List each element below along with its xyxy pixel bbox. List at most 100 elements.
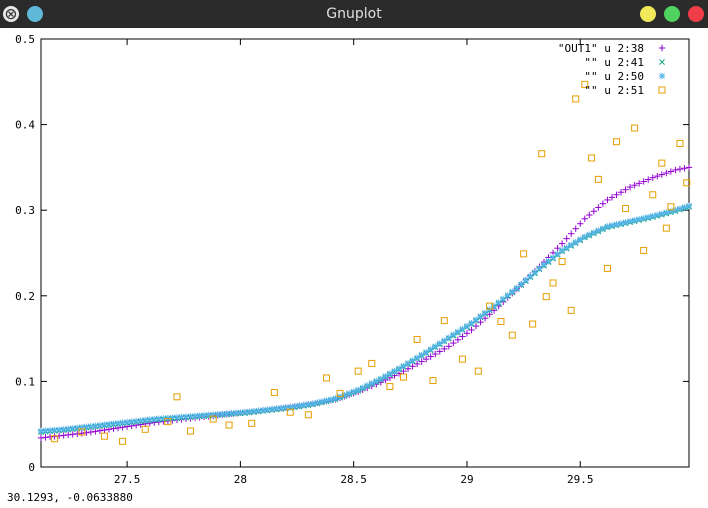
data-point — [486, 302, 494, 310]
data-point — [572, 95, 580, 103]
title-bar: ⨂ Gnuplot — [0, 0, 708, 28]
data-point — [458, 355, 466, 363]
legend-label: "OUT1" u 2:38 — [558, 42, 644, 55]
data-point — [60, 432, 67, 439]
data-point — [567, 230, 575, 237]
data-point — [626, 183, 634, 191]
data-point — [429, 377, 437, 385]
data-point — [654, 211, 661, 219]
data-point — [631, 217, 638, 224]
y-tick-label: 0.4 — [15, 119, 35, 132]
data-point — [92, 428, 99, 435]
data-point — [683, 179, 691, 187]
data-point — [368, 359, 376, 367]
maximize-button[interactable] — [664, 6, 680, 22]
data-point — [264, 406, 271, 413]
data-point — [232, 409, 240, 417]
data-point — [74, 430, 81, 437]
data-point — [613, 191, 620, 198]
data-point — [608, 194, 616, 201]
data-point — [608, 222, 616, 229]
data-point — [445, 343, 453, 350]
data-point — [495, 299, 502, 306]
data-point — [658, 210, 666, 217]
data-point — [459, 325, 466, 333]
data-point — [577, 220, 584, 227]
data-point — [286, 408, 294, 416]
x-axis: 27.5 28 28.5 29 29.5 — [114, 39, 593, 486]
series-layer — [37, 80, 693, 445]
data-point — [450, 339, 457, 347]
data-point — [662, 224, 670, 232]
data-point — [658, 171, 666, 178]
y-tick-label: 0.3 — [15, 204, 35, 217]
data-point — [237, 409, 244, 416]
data-point — [558, 240, 566, 247]
y-tick-label: 0.5 — [15, 33, 35, 46]
data-point — [508, 331, 516, 339]
data-point — [209, 415, 217, 423]
data-point — [418, 351, 425, 359]
series-3 — [37, 202, 693, 435]
data-point — [459, 333, 466, 340]
data-point — [187, 427, 195, 435]
data-point — [441, 345, 448, 353]
data-point — [454, 336, 462, 343]
close-button[interactable] — [688, 6, 704, 22]
data-point — [309, 400, 317, 407]
data-point — [432, 350, 439, 358]
plot-canvas[interactable]: 0 0.1 0.2 0.3 0.4 0.5 27.5 28 28.5 29 29.5 "OUT1"… — [0, 28, 708, 488]
data-point — [663, 209, 670, 216]
legend: "OUT1" u 2:38"" u 2:41"" u 2:50"" u 2:51 — [558, 42, 666, 97]
data-point — [563, 244, 570, 251]
data-point — [418, 358, 425, 365]
data-point — [42, 434, 49, 441]
series-1 — [37, 164, 693, 442]
data-point — [635, 180, 643, 187]
legend-marker — [658, 86, 666, 94]
data-point — [37, 434, 45, 442]
data-point — [604, 223, 611, 230]
data-point — [46, 427, 54, 434]
data-point — [622, 219, 629, 226]
data-point — [382, 373, 389, 380]
minimize-button[interactable] — [640, 6, 656, 22]
data-point — [549, 254, 557, 261]
data-point — [685, 164, 693, 171]
data-point — [391, 367, 398, 375]
y-tick-label: 0.2 — [15, 290, 35, 303]
data-point — [635, 216, 643, 223]
data-point — [270, 389, 278, 397]
data-point — [504, 292, 511, 299]
data-point — [649, 174, 656, 181]
data-point — [322, 374, 330, 382]
data-point — [497, 317, 505, 325]
x-tick-label: 28 — [234, 473, 247, 486]
data-point — [173, 414, 181, 421]
data-point — [563, 235, 570, 242]
shade-button[interactable] — [27, 6, 43, 22]
data-point — [676, 139, 684, 147]
data-point — [400, 362, 407, 370]
data-point — [676, 205, 684, 212]
data-point — [101, 421, 108, 428]
data-point — [248, 419, 256, 427]
data-point — [649, 191, 657, 199]
data-point — [685, 202, 693, 210]
window-menu-button[interactable]: ⨂ — [3, 6, 19, 22]
data-point — [626, 218, 634, 225]
data-point — [440, 317, 448, 325]
data-point — [277, 404, 285, 412]
data-point — [463, 322, 471, 330]
data-point — [395, 365, 403, 372]
data-point — [490, 302, 498, 310]
data-point — [445, 334, 453, 341]
data-point — [46, 433, 54, 441]
x-tick-label: 27.5 — [114, 473, 141, 486]
data-point — [151, 415, 158, 423]
data-point — [536, 265, 543, 272]
data-point — [672, 166, 679, 174]
data-point — [654, 172, 661, 180]
data-point — [450, 331, 457, 339]
data-point — [509, 288, 516, 295]
